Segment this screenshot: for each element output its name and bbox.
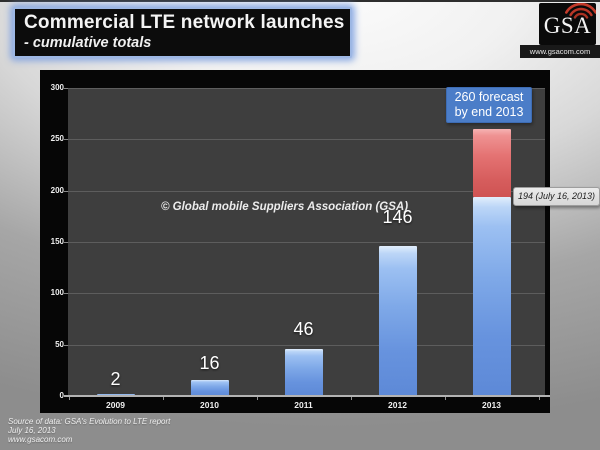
x-axis-label-2013: 2013: [482, 400, 501, 410]
x-tick-3: [350, 396, 352, 400]
bar-value-2010: 16: [199, 353, 220, 373]
source-line-1: Source of data: GSA's Evolution to LTE r…: [8, 417, 171, 426]
bar-value-2012: 146: [382, 207, 413, 227]
y-tick-200: [64, 191, 68, 192]
copyright-watermark: © Global mobile Suppliers Association (G…: [161, 201, 409, 213]
x-axis-label-2011: 2011: [294, 400, 313, 410]
y-axis-label-150: 150: [50, 237, 64, 246]
y-tick-100: [64, 293, 68, 294]
x-tick-2: [256, 396, 258, 400]
y-axis-label-0: 0: [59, 391, 64, 400]
x-tick-4: [444, 396, 446, 400]
bar-2012-actual: [378, 246, 417, 396]
top-border: [0, 0, 600, 2]
x-axis-label-2010: 2010: [200, 400, 219, 410]
gridline-100: [68, 293, 545, 294]
gridline-200: [68, 191, 545, 192]
current-value-callout: 194 (July 16, 2013): [513, 187, 600, 206]
y-tick-250: [64, 139, 68, 140]
y-axis-label-300: 300: [50, 83, 64, 92]
slide-title: Commercial LTE network launches: [24, 12, 345, 33]
x-axis-label-2009: 2009: [106, 400, 125, 410]
slide-title-box: Commercial LTE network launches - cumula…: [13, 7, 352, 58]
y-tick-50: [64, 345, 68, 346]
logo-website: www.gsacom.com: [520, 45, 600, 58]
y-tick-150: [64, 242, 68, 243]
bar-value-2009: 2: [110, 369, 121, 389]
y-axis-label-50: 50: [55, 340, 64, 349]
forecast-label: 260 forecast by end 2013: [446, 87, 532, 123]
y-axis-label-200: 200: [50, 186, 64, 195]
bar-2011-actual: [284, 349, 323, 396]
x-axis-label-2012: 2012: [388, 400, 407, 410]
signal-arcs-icon: [565, 3, 596, 19]
chart: © Global mobile Suppliers Association (G…: [40, 70, 550, 413]
gsa-logo-text: GSA: [543, 13, 592, 38]
slide-subtitle: - cumulative totals: [24, 35, 152, 51]
y-axis-label-100: 100: [50, 288, 64, 297]
gridline-50: [68, 345, 545, 346]
gsa-logo: GSA: [539, 3, 596, 45]
x-tick-0: [68, 396, 70, 400]
source-line-2: July 16, 2013: [8, 426, 56, 435]
bar-2013-forecast: [472, 129, 511, 197]
y-axis-label-250: 250: [50, 134, 64, 143]
x-tick-5: [538, 396, 540, 400]
x-axis-line: [64, 395, 550, 397]
gridline-150: [68, 242, 545, 243]
gridline-300: [68, 88, 545, 89]
bar-value-2011: 46: [293, 319, 314, 339]
source-line-3: www.gsacom.com: [8, 435, 73, 444]
bar-2013-actual: [472, 197, 511, 396]
source-note: Source of data: GSA's Evolution to LTE r…: [8, 417, 170, 444]
y-tick-300: [64, 88, 68, 89]
bar-2010-actual: [190, 380, 229, 396]
x-tick-1: [162, 396, 164, 400]
gridline-250: [68, 139, 545, 140]
